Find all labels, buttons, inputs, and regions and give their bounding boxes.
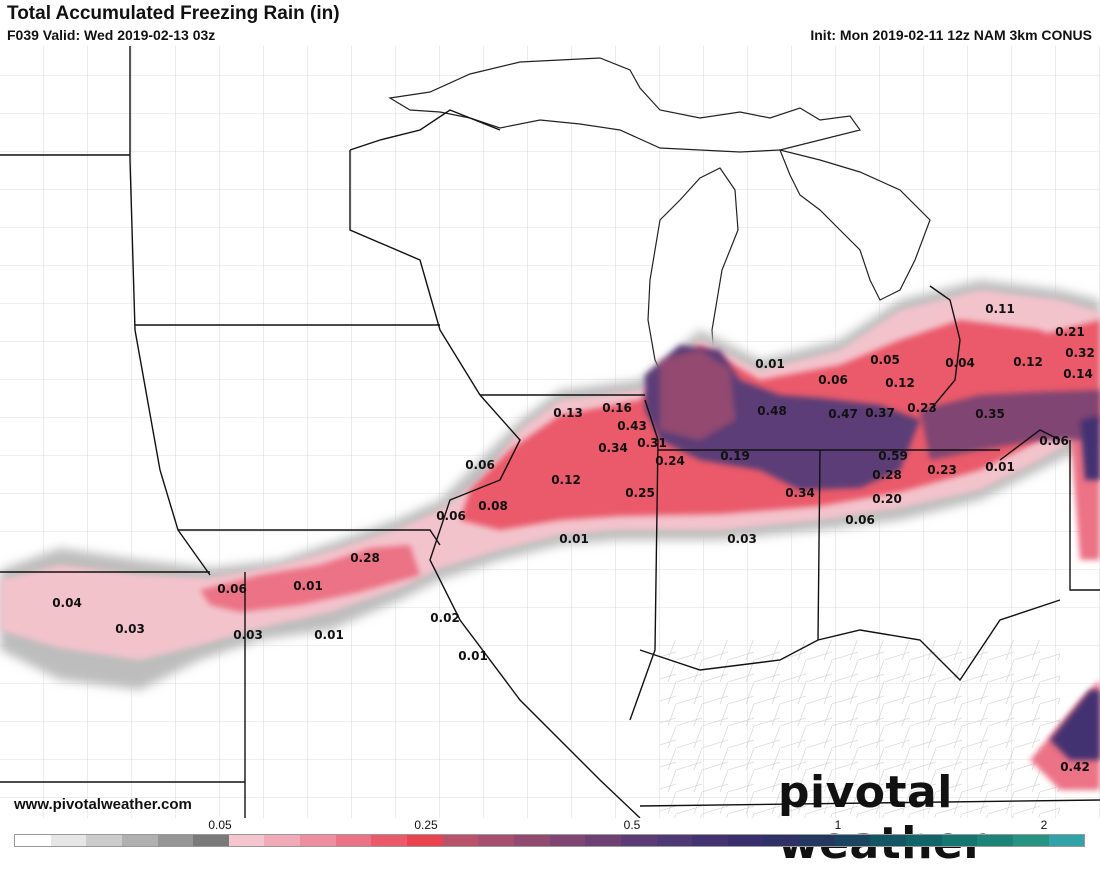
colorbar-swatch [620,835,657,846]
value-label: 0.06 [465,458,495,472]
colorbar-swatch [50,835,87,846]
value-label: 0.21 [1055,325,1085,339]
colorbar-tick: 0.05 [208,818,232,832]
value-label: 0.06 [818,373,848,387]
value-label: 0.06 [845,513,875,527]
value-label: 0.12 [1013,355,1043,369]
value-label: 0.01 [559,532,589,546]
value-label: 0.06 [217,582,247,596]
value-label: 0.34 [785,486,815,500]
colorbar-swatch [1012,835,1049,846]
value-label: 0.12 [551,473,581,487]
value-label: 0.06 [1039,434,1069,448]
valid-time: F039 Valid: Wed 2019-02-13 03z [7,27,216,43]
colorbar-ticks: 0.05 0.25 0.5 1 2 [0,818,1100,834]
value-label: 0.28 [872,468,902,482]
colorbar-swatch [442,835,479,846]
value-label: 0.01 [293,579,323,593]
colorbar-swatch [799,835,835,846]
colorbar-tick: 0.5 [623,818,641,832]
colorbar-swatch [1048,835,1085,846]
colorbar-swatch [193,835,229,846]
colorbar-swatch [86,835,122,846]
colorbar-swatch [300,835,336,846]
colorbar-swatch [549,835,586,846]
value-label: 0.13 [553,406,583,420]
colorbar-swatch [977,835,1013,846]
value-label: 0.03 [727,532,757,546]
value-label: 0.25 [625,486,655,500]
colorbar-swatch [834,835,871,846]
value-label: 0.01 [314,628,344,642]
value-label: 0.20 [872,492,902,506]
colorbar [14,834,1085,847]
colorbar-swatch [513,835,550,846]
value-label: 0.03 [115,622,145,636]
lake-huron [779,149,931,301]
colorbar-swatch [121,835,158,846]
value-label: 0.19 [720,449,750,463]
colorbar-swatch [15,835,51,846]
lake-superior [388,57,862,153]
value-label: 0.23 [927,463,957,477]
county-lines-kentucky [660,640,1060,818]
value-label: 0.28 [350,551,380,565]
state-borders [0,46,1100,818]
value-label: 0.06 [436,509,466,523]
colorbar-swatch [228,835,265,846]
value-label: 0.47 [828,407,858,421]
colorbar-swatch [656,835,693,846]
value-label: 0.01 [458,649,488,663]
colorbar-swatch [941,835,978,846]
colorbar-swatch [478,835,514,846]
value-label: 0.32 [1065,346,1095,360]
colorbar-swatch [264,835,301,846]
value-label: 0.08 [478,499,508,513]
value-label: 0.42 [1060,760,1090,774]
value-label: 0.48 [757,404,787,418]
colorbar-swatch [585,835,621,846]
map-svg [0,46,1100,818]
map-area[interactable]: 0.11 0.21 0.32 0.14 0.12 0.04 0.05 0.12 0.06 0.01… [0,46,1100,818]
colorbar-swatch [870,835,907,846]
value-label: 0.37 [865,406,895,420]
value-label: 0.01 [985,460,1015,474]
value-label: 0.35 [975,407,1005,421]
value-label: 0.04 [945,356,975,370]
colorbar-tick: 0.25 [414,818,438,832]
value-label: 0.34 [598,441,628,455]
value-label: 0.24 [655,454,685,468]
header: Total Accumulated Freezing Rain (in) F03… [0,0,1100,46]
value-label: 0.04 [52,596,82,610]
value-label: 0.01 [755,357,785,371]
colorbar-swatch [407,835,443,846]
colorbar-swatch [157,835,194,846]
value-label: 0.14 [1063,367,1093,381]
value-label: 0.31 [637,436,667,450]
colorbar-swatch [906,835,942,846]
colorbar-tick: 1 [834,818,842,832]
value-label: 0.05 [870,353,900,367]
init-time: Init: Mon 2019-02-11 12z NAM 3km CONUS [810,27,1092,43]
value-label: 0.16 [602,401,632,415]
map-title: Total Accumulated Freezing Rain (in) [7,3,340,24]
colorbar-swatch [692,835,728,846]
precip-heavy [645,345,1100,760]
value-label: 0.12 [885,376,915,390]
colorbar-tick: 2 [1040,818,1048,832]
value-label: 0.11 [985,302,1015,316]
value-label: 0.03 [233,628,263,642]
value-label: 0.43 [617,419,647,433]
website-url[interactable]: www.pivotalweather.com [14,796,192,813]
colorbar-swatch [335,835,372,846]
value-label: 0.23 [907,401,937,415]
value-label: 0.59 [878,449,908,463]
colorbar-swatch [727,835,764,846]
colorbar-swatch [763,835,800,846]
value-label: 0.02 [430,611,460,625]
colorbar-swatch [371,835,408,846]
